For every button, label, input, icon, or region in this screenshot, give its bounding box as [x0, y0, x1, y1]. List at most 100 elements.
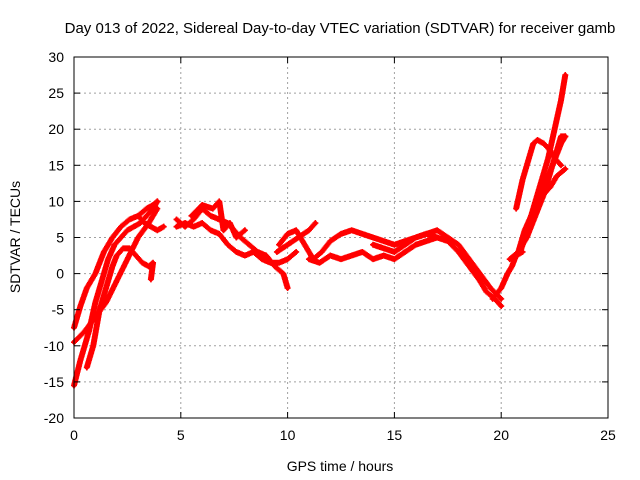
data-point — [155, 228, 160, 233]
data-point — [370, 242, 376, 247]
series-sat-g — [173, 220, 300, 266]
data-point — [103, 285, 109, 291]
data-point — [563, 166, 568, 172]
data-point — [285, 256, 290, 262]
data-point — [276, 260, 282, 265]
chart-title: Day 013 of 2022, Sidereal Day-to-day VTE… — [65, 20, 616, 37]
data-point — [445, 238, 450, 244]
series-sat-r — [519, 72, 569, 248]
data-point — [105, 256, 111, 262]
data-point — [533, 199, 538, 204]
data-point — [264, 253, 269, 258]
data-point — [456, 249, 461, 255]
data-point — [539, 177, 544, 182]
y-tick-label: 15 — [48, 157, 64, 173]
data-point — [127, 246, 132, 251]
data-point — [131, 224, 137, 229]
data-point — [381, 238, 386, 244]
data-point — [114, 253, 119, 258]
data-point — [97, 307, 102, 312]
data-point — [526, 155, 532, 161]
data-point — [370, 256, 376, 262]
data-point — [285, 242, 290, 247]
data-point — [402, 242, 408, 247]
data-point — [548, 184, 553, 190]
series-sat-f — [173, 205, 291, 292]
data-point — [554, 173, 559, 179]
data-point — [488, 285, 493, 291]
data-point — [101, 249, 107, 255]
series-sat-e — [135, 212, 167, 234]
x-tick-label: 20 — [493, 427, 509, 443]
series-line — [72, 206, 160, 345]
data-point — [191, 224, 196, 229]
data-point — [161, 224, 166, 229]
data-point — [144, 213, 149, 219]
y-tick-label: 20 — [48, 121, 64, 137]
y-tick-label: 10 — [48, 193, 64, 209]
axis-ticks: 0 5 10 15 20 25 -20 -15 -10 -5 0 5 10 15 20 25 30 — [44, 49, 616, 443]
series-sat-h — [188, 198, 248, 241]
data-point — [548, 148, 553, 154]
data-point — [227, 220, 233, 226]
x-tick-label: 0 — [70, 427, 78, 443]
data-point — [110, 235, 115, 240]
y-tick-label: -20 — [44, 410, 64, 426]
data-point — [135, 235, 141, 240]
data-point — [221, 228, 226, 233]
data-point — [276, 242, 282, 247]
y-tick-label: -5 — [52, 302, 65, 318]
data-point — [306, 256, 312, 262]
data-point — [84, 285, 90, 291]
data-point — [381, 253, 386, 258]
data-point — [174, 217, 179, 222]
data-point — [217, 199, 222, 204]
data-point — [140, 260, 145, 265]
data-point — [234, 249, 239, 255]
data-point — [82, 329, 87, 334]
series-sat-b — [71, 198, 161, 331]
x-tick-label: 15 — [387, 427, 403, 443]
data-point — [142, 220, 147, 226]
data-point — [146, 264, 151, 269]
data-point — [392, 249, 397, 255]
data-point — [293, 249, 299, 255]
x-axis-label: GPS time / hours — [287, 458, 394, 474]
data-point — [150, 202, 156, 208]
data-point — [285, 285, 290, 291]
data-point — [210, 206, 216, 211]
data-point — [392, 256, 397, 262]
data-point — [520, 242, 525, 247]
data-point — [242, 228, 248, 233]
data-point — [535, 137, 540, 143]
data-point — [466, 256, 472, 262]
data-point — [317, 260, 322, 265]
data-point — [328, 253, 333, 258]
data-point — [110, 264, 115, 269]
x-tick-label: 10 — [280, 427, 296, 443]
data-point — [563, 134, 568, 139]
x-tick-label: 5 — [177, 427, 185, 443]
data-point — [456, 242, 461, 247]
data-point — [552, 127, 557, 132]
series-sat-l — [370, 227, 505, 302]
data-point — [558, 163, 564, 168]
data-point — [499, 303, 504, 309]
x-tick-label: 25 — [600, 427, 616, 443]
data-point — [118, 224, 124, 229]
data-point — [424, 238, 429, 244]
data-point — [360, 231, 365, 237]
data-point — [127, 217, 132, 222]
gridlines — [74, 57, 608, 418]
data-point — [217, 231, 222, 237]
data-point — [370, 235, 376, 240]
data-point — [84, 365, 90, 370]
data-point — [413, 235, 418, 240]
data-point — [234, 235, 239, 240]
data-point — [274, 249, 280, 255]
data-point — [155, 206, 160, 211]
data-point — [349, 253, 354, 258]
data-point — [338, 256, 344, 262]
data-point — [155, 199, 160, 204]
